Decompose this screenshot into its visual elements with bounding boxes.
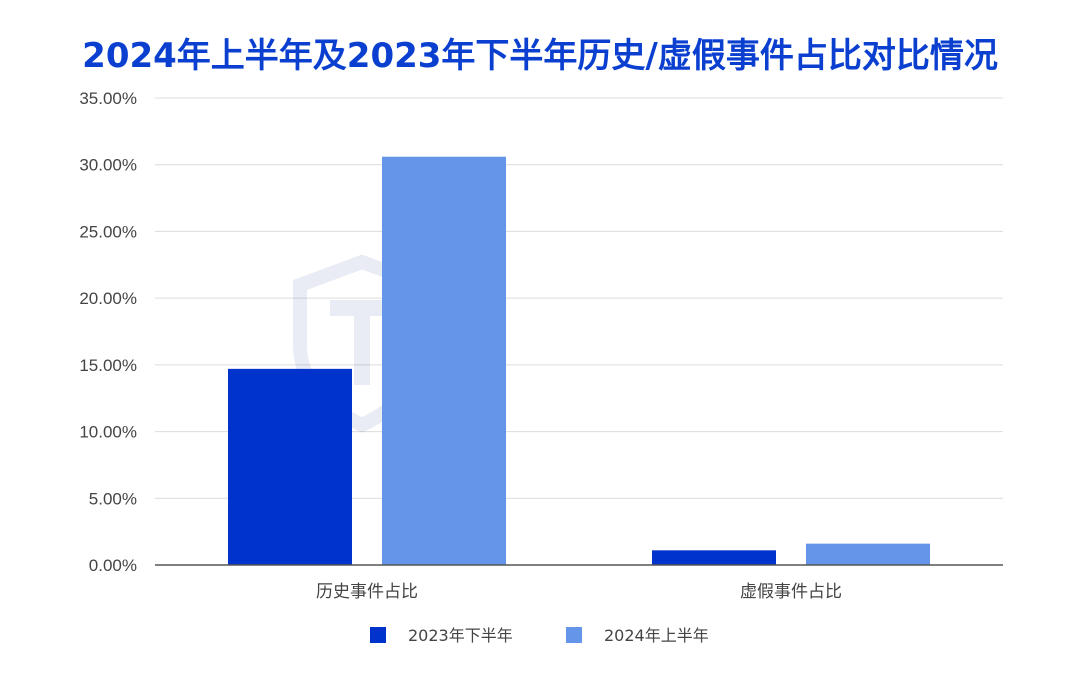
y-tick-label: 30.00%	[79, 156, 137, 175]
bar	[652, 550, 776, 565]
bars	[228, 156, 930, 566]
y-tick-label: 15.00%	[79, 356, 137, 375]
legend-label: 2024年上半年	[604, 626, 709, 645]
y-tick-label: 5.00%	[89, 489, 137, 508]
y-tick-label: 35.00%	[79, 89, 137, 108]
category-labels: 历史事件占比 虚假事件占比	[316, 582, 842, 602]
y-axis-ticks: 0.00% 5.00% 10.00% 15.00% 20.00% 25.00% 30.00%…	[79, 89, 137, 575]
y-tick-label: 20.00%	[79, 289, 137, 308]
bar	[806, 543, 930, 565]
bar	[382, 156, 506, 566]
y-tick-label: 0.00%	[89, 556, 137, 575]
legend: 2023年下半年 2024年上半年	[370, 626, 709, 645]
y-tick-label: 10.00%	[79, 423, 137, 442]
y-tick-label: 25.00%	[79, 222, 137, 241]
category-label: 虚假事件占比	[740, 582, 842, 602]
category-label: 历史事件占比	[316, 582, 418, 602]
legend-swatch	[566, 627, 582, 643]
legend-swatch	[370, 627, 386, 643]
bar	[228, 368, 352, 565]
legend-label: 2023年下半年	[408, 626, 513, 645]
chart-title: 2024年上半年及2023年下半年历史/虚假事件占比对比情况	[82, 36, 998, 76]
